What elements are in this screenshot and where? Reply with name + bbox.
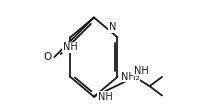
Text: NH: NH [63, 42, 78, 52]
Text: NH₂: NH₂ [121, 72, 140, 82]
Text: NH: NH [134, 66, 148, 76]
Text: O: O [44, 52, 52, 62]
Text: NH: NH [98, 92, 112, 102]
Text: N: N [109, 22, 116, 32]
